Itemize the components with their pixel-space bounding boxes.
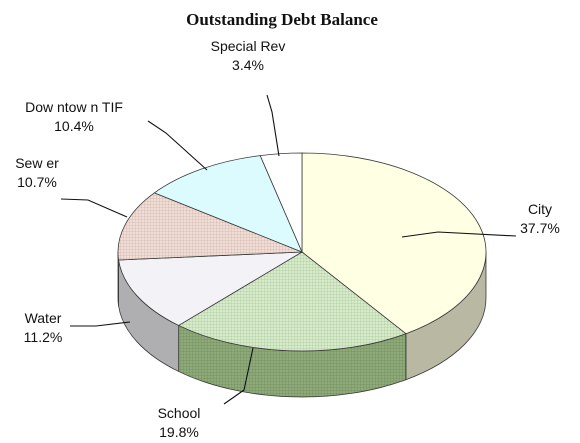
leader-line-school [223, 347, 254, 405]
pie-slice-water [118, 251, 303, 326]
leader-line-downtown-tif [147, 120, 208, 171]
pie-slice-sewer [117, 192, 303, 261]
label-school-value: 19.8% [159, 424, 199, 440]
chart-title: Outstanding Debt Balance [186, 10, 378, 29]
leader-line-special-rev [266, 94, 280, 157]
label-sewer-value: 10.7% [17, 174, 57, 190]
pie-slices [117, 152, 487, 352]
leader-line-sewer [60, 198, 128, 218]
label-city-name: City [528, 201, 552, 217]
label-city-value: 37.7% [520, 220, 560, 236]
pie-slice-school [177, 251, 407, 352]
leader-lines [60, 94, 517, 405]
leader-line-water [70, 321, 131, 327]
label-special-rev-name: Special Rev [211, 38, 286, 54]
label-school-name: School [158, 405, 201, 421]
pie-slice-special-rev [259, 152, 303, 253]
label-water-value: 11.2% [24, 329, 63, 345]
label-sewer-name: Sew er [15, 155, 59, 171]
label-special-rev-value: 3.4% [232, 57, 264, 73]
leader-line-city [401, 231, 517, 238]
pie-slice-downtown-tif [153, 155, 303, 253]
label-downtown-tif-value: 10.4% [54, 118, 94, 134]
label-water-name: Water [25, 310, 62, 326]
label-downtown-tif-name: Dow ntow n TIF [25, 99, 123, 115]
slice-labels: City 37.7% School 19.8% Water 11.2% Sew er 10.7… [15, 38, 560, 440]
pie-slice-city [301, 152, 487, 335]
